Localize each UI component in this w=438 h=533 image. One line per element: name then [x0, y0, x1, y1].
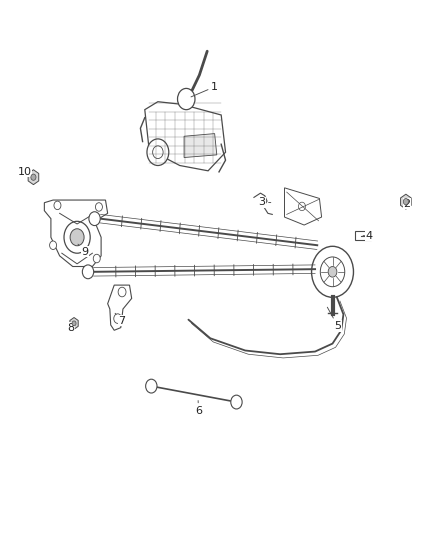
Circle shape — [328, 266, 337, 277]
Polygon shape — [184, 134, 217, 158]
Circle shape — [146, 379, 157, 393]
Text: 3: 3 — [258, 197, 271, 207]
Bar — [355, 231, 371, 240]
Polygon shape — [70, 318, 78, 329]
Text: 8: 8 — [67, 322, 74, 333]
Circle shape — [152, 146, 163, 159]
Text: 1: 1 — [191, 82, 218, 97]
Circle shape — [54, 201, 61, 209]
Text: 5: 5 — [327, 307, 341, 331]
Text: 10: 10 — [18, 167, 32, 177]
Polygon shape — [285, 188, 321, 225]
Circle shape — [320, 257, 345, 287]
Polygon shape — [401, 194, 411, 209]
Polygon shape — [145, 102, 226, 171]
Circle shape — [70, 229, 84, 246]
Circle shape — [147, 139, 169, 165]
Circle shape — [49, 241, 57, 249]
Circle shape — [118, 287, 126, 297]
Text: 4: 4 — [363, 231, 372, 241]
Circle shape — [89, 212, 100, 225]
Polygon shape — [108, 285, 132, 330]
Circle shape — [31, 174, 36, 180]
Circle shape — [298, 202, 305, 211]
Circle shape — [231, 395, 242, 409]
Circle shape — [311, 246, 353, 297]
Polygon shape — [28, 169, 39, 184]
Polygon shape — [44, 200, 108, 266]
Circle shape — [177, 88, 195, 110]
Circle shape — [403, 198, 409, 205]
Circle shape — [95, 203, 102, 211]
Circle shape — [114, 314, 122, 324]
Circle shape — [72, 321, 76, 326]
Circle shape — [93, 254, 100, 263]
Text: 9: 9 — [78, 244, 88, 256]
Text: 7: 7 — [115, 313, 126, 326]
Circle shape — [82, 265, 94, 279]
Circle shape — [64, 221, 90, 253]
Text: 6: 6 — [195, 401, 202, 416]
Text: 2: 2 — [403, 199, 410, 209]
